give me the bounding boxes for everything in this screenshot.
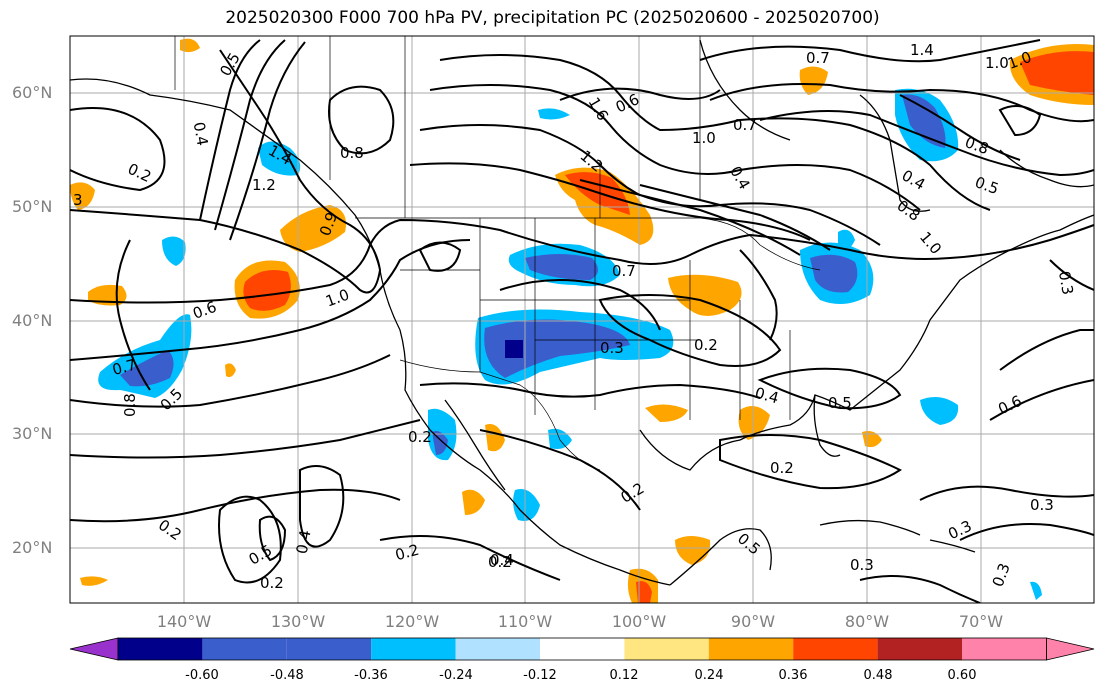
contour-label: 0.2 [260,574,284,592]
colorbar-bin [286,638,372,660]
colorbar-bin [877,638,962,660]
colorbar [69,637,1095,661]
pv-contours [70,39,1094,603]
colorbar-bin [118,638,203,660]
lon-label: 130°W [270,612,326,631]
colorbar-bin [624,638,709,660]
colorbar-frame [117,637,1047,661]
colorbar-bin [793,638,878,660]
contour-label: 0.3 [850,556,874,574]
contour-label: 0.4 [190,121,212,148]
lon-label: 70°W [958,612,1004,631]
contour-label: 0.2 [694,336,718,354]
contour-label: 0.7 [806,49,830,67]
colorbar-tick: -0.12 [523,668,557,683]
colorbar-tick: 0.12 [609,668,639,683]
contour-label: 0.5 [828,394,852,412]
lon-label: 120°W [384,612,440,631]
colorbar-bin [540,638,625,660]
political-borders [174,36,821,471]
colorbar-tick: 0.36 [778,668,808,683]
contour-label: 1.2 [252,176,276,194]
contour-label: 0.3 [600,339,624,357]
lon-label: 80°W [844,612,890,631]
lon-label: 100°W [611,612,667,631]
colorbar-bin [455,638,540,660]
colorbar-tick: 0.48 [863,668,893,683]
contour-label: 0.8 [121,393,139,417]
contour-label: 0.2 [770,459,794,477]
contour-label: 0.8 [340,144,364,162]
colorbar-bin [962,638,1047,660]
colorbar-low-arrow [69,637,119,661]
lat-label: 20°N [12,538,53,557]
contour-label: 0.4 [293,529,315,556]
colorbar-tick: -0.36 [354,668,388,683]
lon-label: 90°W [730,612,776,631]
contour-label: 0.2 [408,428,432,446]
colorbar-tick: -0.60 [185,668,219,683]
colorbar-tick: 0.24 [694,668,724,683]
colorbar-bin [371,638,456,660]
contour-label: 0.3 [1030,496,1054,514]
map-title: 2025020300 F000 700 hPa PV, precipitatio… [225,8,880,28]
contour-label: 3 [73,191,83,209]
lat-label: 50°N [12,197,53,216]
contour-label: 0.7 [110,355,138,379]
colorbar-tick: -0.24 [439,668,473,683]
lat-label: 60°N [12,83,53,102]
precip-shading [70,38,1094,603]
contour-label: 0.7 [733,116,757,134]
lon-label: 140°W [156,612,212,631]
map-frame [69,35,1095,604]
lon-label: 110°W [497,612,553,631]
colorbar-tick: 0.60 [947,668,977,683]
colorbar-high-arrow [1046,637,1095,661]
lat-label: 30°N [12,424,53,443]
contour-label: 0.7 [612,262,636,280]
contour-label: 0.2 [488,553,512,571]
contour-label: 1.4 [910,41,934,59]
colorbar-bin [708,638,794,660]
colorbar-bin [202,638,287,660]
contour-label: 1.0 [692,129,716,147]
colorbar-tick: -0.48 [270,668,304,683]
contour-label: 0.2 [393,541,421,565]
coastlines [70,39,1094,586]
lat-label: 40°N [12,311,53,330]
contour-labels: 0.5 0.4 0.2 1.2 1.4 0.8 3 0.9 1.0 0.6 0.… [73,41,1077,592]
contour-label: 0.4 [490,551,514,569]
contour-label: 0.3 [1055,270,1077,297]
contour-label: 1.0 [985,54,1009,72]
contour-label: 0.4 [753,384,781,408]
